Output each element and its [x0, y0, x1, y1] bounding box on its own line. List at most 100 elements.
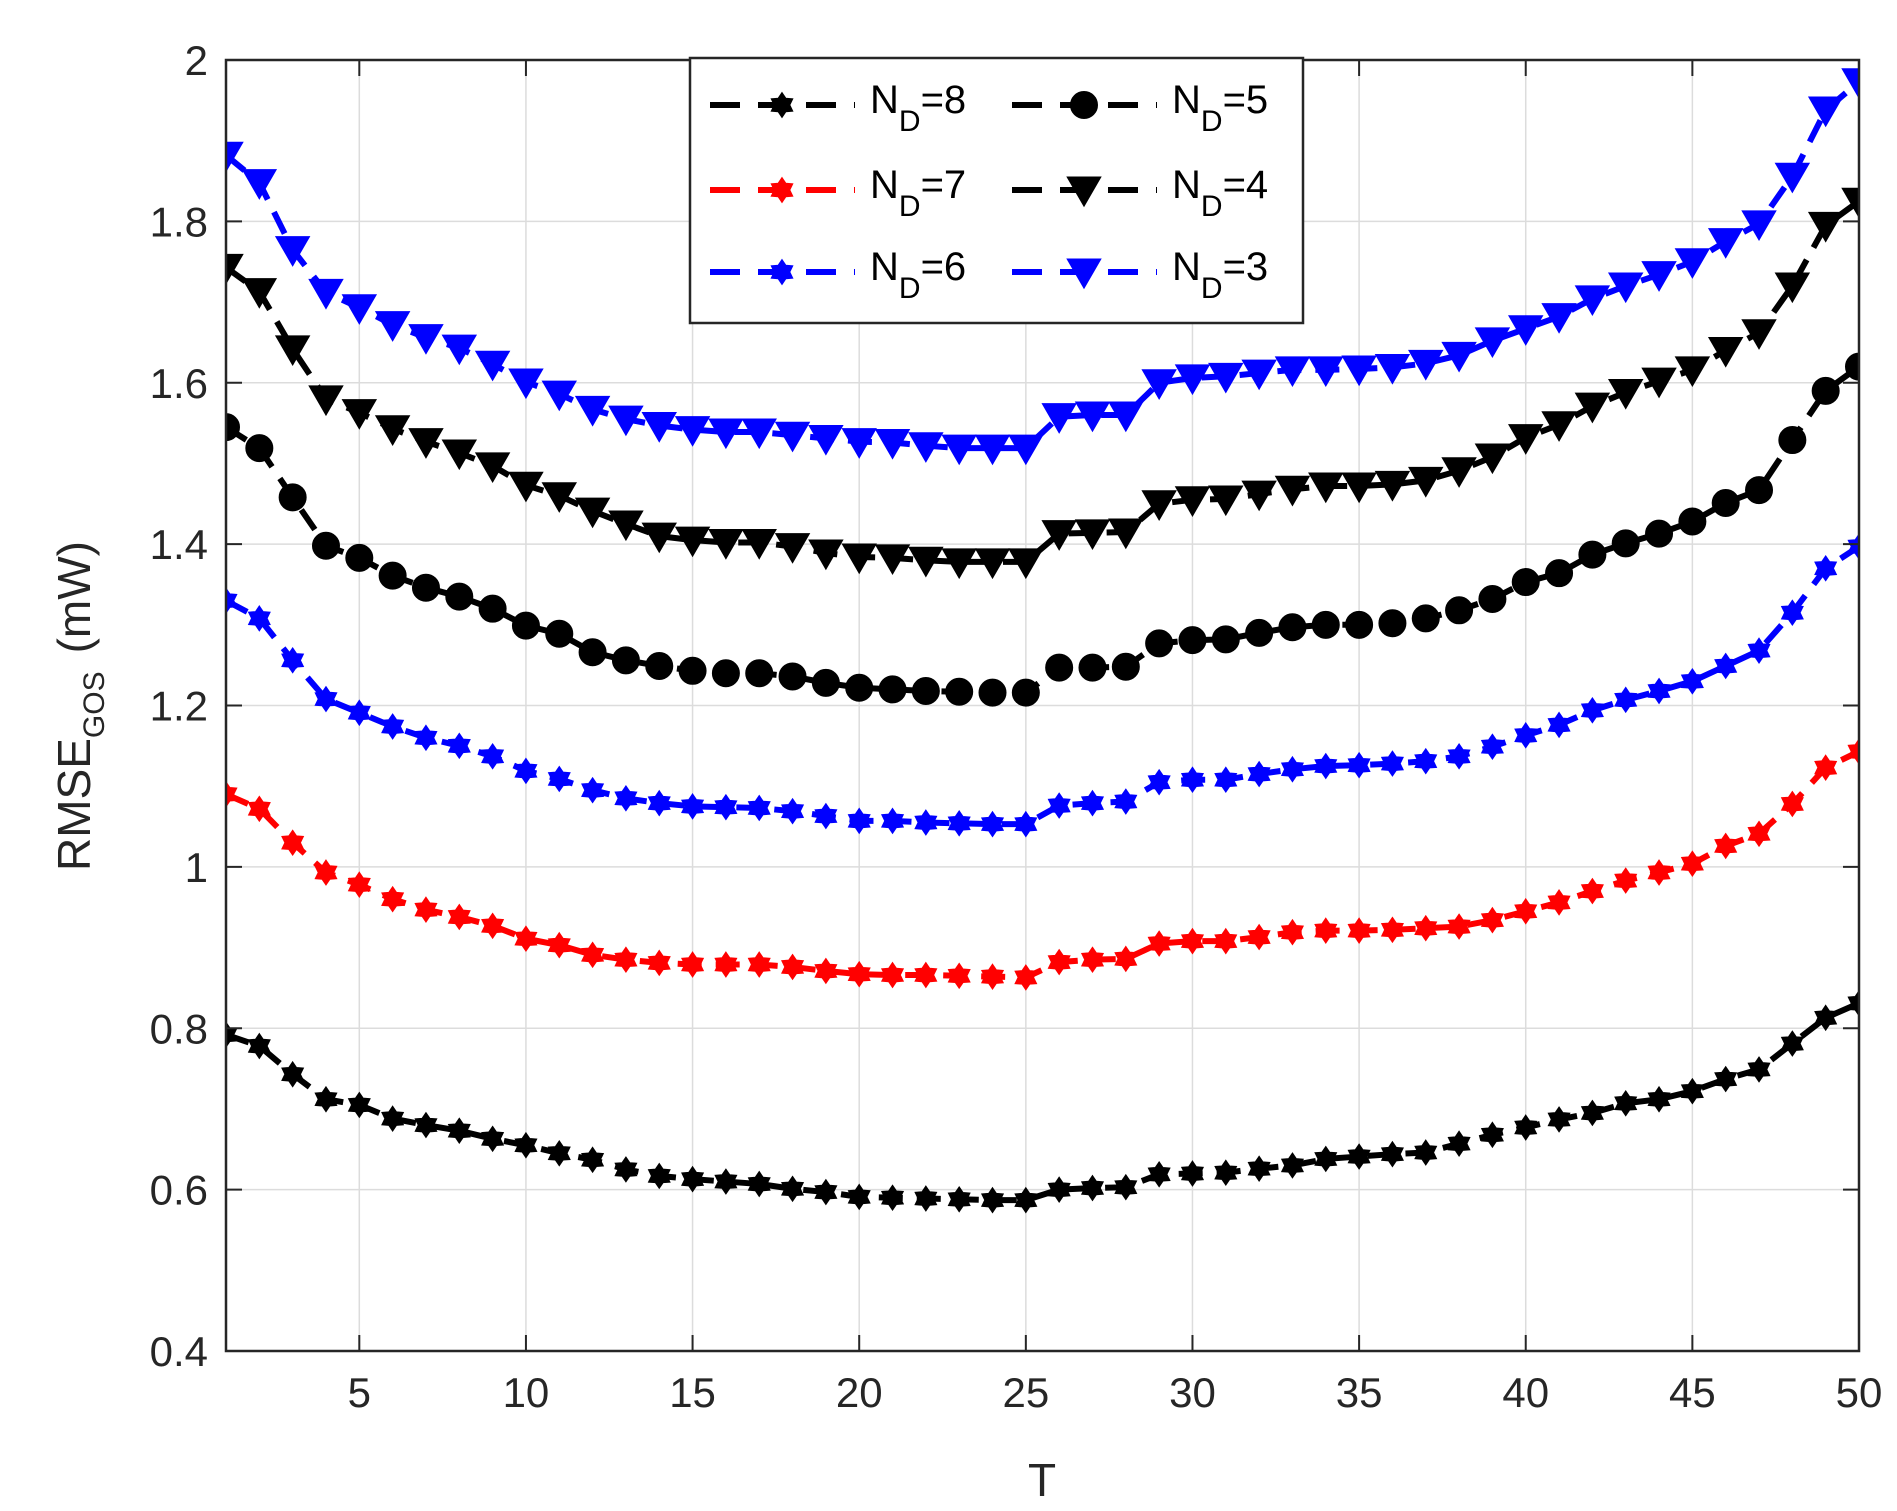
y-tick-label: 0.4	[150, 1328, 208, 1375]
data-point	[347, 1091, 371, 1119]
x-tick-label: 45	[1669, 1369, 1716, 1416]
data-point	[1180, 766, 1205, 794]
data-point	[541, 482, 577, 513]
series-n-d-4	[226, 187, 1859, 580]
data-point	[1414, 747, 1438, 775]
data-point	[1308, 356, 1344, 388]
data-point	[414, 1111, 438, 1139]
y-tick-label: 1.4	[150, 521, 208, 568]
legend-label: ND=3	[1172, 245, 1268, 305]
series-n-d-5	[226, 352, 1859, 707]
data-point	[1580, 877, 1604, 905]
data-point	[1514, 722, 1538, 749]
data-point	[1814, 554, 1838, 582]
legend-marker	[770, 176, 794, 204]
data-point	[781, 797, 805, 825]
data-point	[678, 656, 707, 685]
data-point	[1547, 889, 1571, 916]
data-point	[980, 1186, 1005, 1214]
data-point	[1178, 626, 1207, 655]
data-point	[281, 1060, 305, 1088]
data-point	[814, 957, 838, 985]
y-axis-label-unit: (mW)	[48, 541, 100, 653]
data-point	[1247, 923, 1271, 951]
data-point	[474, 350, 511, 382]
data-point	[1341, 472, 1377, 504]
data-point	[880, 807, 905, 835]
legend-label: ND=7	[870, 163, 966, 223]
data-point	[1678, 507, 1707, 536]
data-point	[574, 497, 611, 529]
data-point	[745, 659, 774, 688]
data-point	[1780, 1030, 1804, 1057]
data-point	[614, 946, 638, 974]
data-point	[1411, 604, 1440, 633]
legend: ND=8 ND=5ND=7 ND=4ND=6 ND=3	[688, 56, 1305, 325]
data-point	[814, 802, 838, 830]
data-point	[1345, 610, 1374, 639]
data-point	[441, 334, 478, 366]
data-point	[1845, 352, 1859, 381]
data-point	[1780, 599, 1804, 627]
data-point	[445, 582, 474, 611]
data-point	[245, 434, 274, 463]
data-point	[645, 651, 674, 680]
data-point	[708, 418, 744, 450]
data-point	[1778, 426, 1807, 455]
data-point	[1741, 210, 1777, 241]
data-point	[541, 380, 577, 412]
data-point	[808, 539, 844, 571]
data-point	[281, 829, 305, 857]
data-point	[1847, 533, 1859, 560]
x-tick-label: 35	[1336, 1369, 1383, 1416]
data-point	[1414, 914, 1438, 942]
y-tick-label: 1.2	[150, 683, 208, 730]
legend-marker	[1070, 91, 1098, 119]
data-point	[1247, 760, 1271, 788]
data-point	[1545, 559, 1574, 588]
data-point	[1474, 327, 1511, 358]
data-point	[611, 646, 640, 675]
data-point	[314, 859, 338, 886]
data-point	[608, 510, 644, 542]
y-tick-label: 2	[185, 37, 208, 84]
data-point	[1047, 792, 1071, 819]
data-point	[474, 452, 511, 484]
data-point	[347, 871, 371, 898]
data-point	[880, 961, 905, 989]
x-tick-label: 25	[1002, 1369, 1049, 1416]
legend-label-main: N	[870, 245, 899, 289]
data-point	[914, 961, 938, 989]
data-point	[1147, 768, 1171, 796]
data-point	[747, 794, 771, 822]
data-point	[614, 1156, 638, 1183]
data-point	[226, 780, 238, 808]
data-point	[1547, 1106, 1571, 1133]
data-point	[1674, 356, 1711, 388]
data-point	[1074, 519, 1111, 551]
data-point	[511, 611, 540, 640]
data-point	[481, 1125, 505, 1153]
legend-label: ND=5	[1172, 78, 1268, 138]
data-point	[681, 1165, 705, 1193]
data-point	[1447, 1130, 1471, 1157]
data-point	[681, 951, 705, 978]
legend-label-sub: D	[899, 190, 921, 223]
data-point	[1847, 738, 1859, 765]
data-point	[1214, 927, 1238, 955]
legend-item: ND=5	[1012, 78, 1268, 138]
data-point	[974, 434, 1011, 466]
data-point	[581, 1146, 605, 1174]
legend-marker	[1066, 258, 1102, 290]
data-point	[614, 784, 638, 812]
data-point	[447, 732, 471, 760]
data-point	[1408, 466, 1444, 498]
data-point	[1314, 1145, 1338, 1173]
x-tick-label: 20	[836, 1369, 883, 1416]
data-point	[847, 807, 871, 835]
data-point	[1674, 248, 1711, 279]
data-point	[1747, 820, 1771, 848]
data-point	[845, 673, 874, 702]
data-point	[1374, 353, 1411, 385]
